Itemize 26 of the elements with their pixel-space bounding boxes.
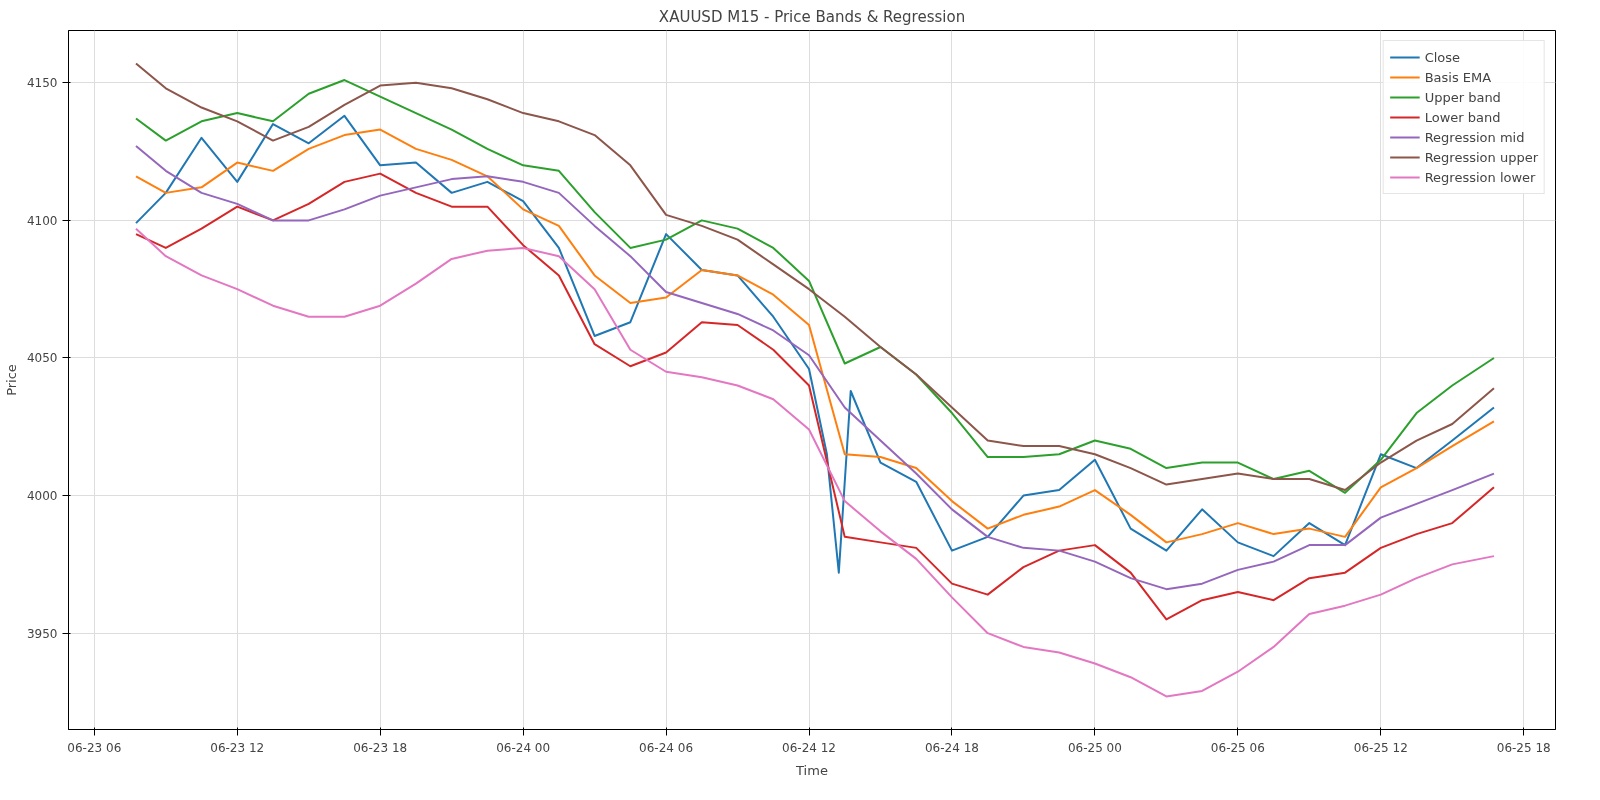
legend-label: Regression upper: [1424, 149, 1538, 165]
legend-label: Lower band: [1424, 109, 1501, 125]
x-tick-label: 06-25 06: [1210, 740, 1265, 755]
chart-title: XAUUSD M15 - Price Bands & Regression: [658, 7, 966, 26]
y-tick-label: 4100: [26, 213, 58, 228]
y-axis-title: Price: [3, 364, 19, 396]
legend-label: Regression mid: [1424, 129, 1525, 145]
y-tick-label: 4000: [26, 489, 58, 504]
x-tick-label: 06-23 18: [353, 740, 408, 755]
x-tick-label: 06-25 18: [1496, 740, 1551, 755]
x-tick-label: 06-25 00: [1067, 740, 1122, 755]
y-tick-label: 4150: [26, 76, 58, 91]
x-tick-label: 06-25 12: [1353, 740, 1408, 755]
x-tick-label: 06-24 06: [639, 740, 694, 755]
x-tick-label: 06-24 12: [782, 740, 836, 755]
legend-label: Basis EMA: [1424, 69, 1492, 85]
legend-label: Upper band: [1424, 89, 1501, 105]
x-tick-label: 06-24 00: [496, 740, 551, 755]
y-tick-label: 4050: [26, 351, 58, 366]
legend-label: Close: [1424, 49, 1461, 65]
x-tick-label: 06-23 12: [210, 740, 265, 755]
x-tick-label: 06-24 18: [924, 740, 979, 755]
x-tick-label: 06-23 06: [67, 740, 122, 755]
x-axis-title: Time: [795, 762, 828, 778]
legend-label: Regression lower: [1424, 169, 1536, 185]
y-tick-label: 3950: [26, 626, 58, 641]
